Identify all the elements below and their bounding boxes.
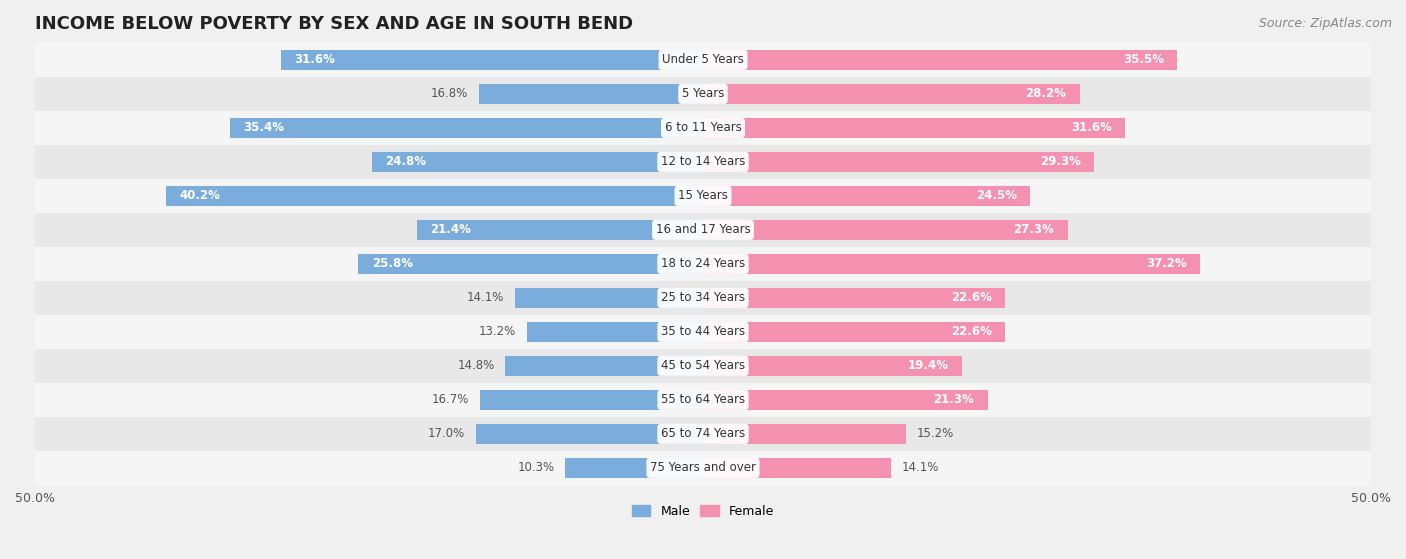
Bar xyxy=(35,281,1371,315)
Text: 31.6%: 31.6% xyxy=(294,54,335,67)
Bar xyxy=(166,186,703,206)
Text: 25 to 34 Years: 25 to 34 Years xyxy=(661,291,745,304)
Bar xyxy=(359,254,703,274)
Bar xyxy=(703,186,1031,206)
Text: 13.2%: 13.2% xyxy=(478,325,516,338)
Text: 27.3%: 27.3% xyxy=(1014,224,1054,236)
Text: 12 to 14 Years: 12 to 14 Years xyxy=(661,155,745,168)
Bar xyxy=(565,458,703,478)
Bar xyxy=(35,451,1371,485)
Legend: Male, Female: Male, Female xyxy=(627,500,779,523)
Text: 16.8%: 16.8% xyxy=(430,87,468,101)
Bar xyxy=(479,390,703,410)
Bar xyxy=(703,50,1177,70)
Bar xyxy=(703,118,1125,138)
Text: 14.1%: 14.1% xyxy=(467,291,503,304)
Bar xyxy=(527,321,703,342)
Bar xyxy=(515,288,703,308)
Text: 35.4%: 35.4% xyxy=(243,121,284,134)
Text: 40.2%: 40.2% xyxy=(180,190,221,202)
Text: 15 Years: 15 Years xyxy=(678,190,728,202)
Bar xyxy=(35,111,1371,145)
Bar xyxy=(35,213,1371,247)
Bar xyxy=(35,417,1371,451)
Bar xyxy=(231,118,703,138)
Text: 37.2%: 37.2% xyxy=(1146,257,1187,271)
Text: Under 5 Years: Under 5 Years xyxy=(662,54,744,67)
Bar xyxy=(35,145,1371,179)
Bar xyxy=(703,356,962,376)
Bar xyxy=(703,151,1094,172)
Bar xyxy=(478,84,703,104)
Text: 6 to 11 Years: 6 to 11 Years xyxy=(665,121,741,134)
Bar xyxy=(703,288,1005,308)
Text: 25.8%: 25.8% xyxy=(371,257,413,271)
Bar xyxy=(35,349,1371,383)
Bar xyxy=(703,424,905,444)
Bar xyxy=(371,151,703,172)
Text: 5 Years: 5 Years xyxy=(682,87,724,101)
Text: Source: ZipAtlas.com: Source: ZipAtlas.com xyxy=(1258,17,1392,30)
Text: 18 to 24 Years: 18 to 24 Years xyxy=(661,257,745,271)
Text: 22.6%: 22.6% xyxy=(950,325,991,338)
Bar xyxy=(703,220,1067,240)
Text: 24.5%: 24.5% xyxy=(976,190,1017,202)
Bar xyxy=(35,383,1371,417)
Text: 75 Years and over: 75 Years and over xyxy=(650,461,756,475)
Bar xyxy=(281,50,703,70)
Text: 35.5%: 35.5% xyxy=(1123,54,1164,67)
Text: INCOME BELOW POVERTY BY SEX AND AGE IN SOUTH BEND: INCOME BELOW POVERTY BY SEX AND AGE IN S… xyxy=(35,15,633,33)
Text: 31.6%: 31.6% xyxy=(1071,121,1112,134)
Text: 24.8%: 24.8% xyxy=(385,155,426,168)
Text: 14.1%: 14.1% xyxy=(903,461,939,475)
Bar xyxy=(703,84,1080,104)
Text: 55 to 64 Years: 55 to 64 Years xyxy=(661,394,745,406)
Text: 28.2%: 28.2% xyxy=(1025,87,1066,101)
Text: 19.4%: 19.4% xyxy=(908,359,949,372)
Text: 16 and 17 Years: 16 and 17 Years xyxy=(655,224,751,236)
Text: 17.0%: 17.0% xyxy=(427,427,465,440)
Bar xyxy=(703,254,1199,274)
Bar xyxy=(35,315,1371,349)
Text: 16.7%: 16.7% xyxy=(432,394,470,406)
Bar xyxy=(703,321,1005,342)
Bar xyxy=(35,77,1371,111)
Text: 21.4%: 21.4% xyxy=(430,224,471,236)
Text: 29.3%: 29.3% xyxy=(1040,155,1081,168)
Text: 45 to 54 Years: 45 to 54 Years xyxy=(661,359,745,372)
Bar xyxy=(703,458,891,478)
Text: 22.6%: 22.6% xyxy=(950,291,991,304)
Text: 10.3%: 10.3% xyxy=(517,461,555,475)
Bar xyxy=(703,390,987,410)
Text: 14.8%: 14.8% xyxy=(457,359,495,372)
Bar xyxy=(475,424,703,444)
Text: 15.2%: 15.2% xyxy=(917,427,955,440)
Bar xyxy=(505,356,703,376)
Bar xyxy=(35,43,1371,77)
Text: 35 to 44 Years: 35 to 44 Years xyxy=(661,325,745,338)
Bar xyxy=(35,247,1371,281)
Text: 65 to 74 Years: 65 to 74 Years xyxy=(661,427,745,440)
Text: 21.3%: 21.3% xyxy=(934,394,974,406)
Bar xyxy=(35,179,1371,213)
Bar xyxy=(418,220,703,240)
